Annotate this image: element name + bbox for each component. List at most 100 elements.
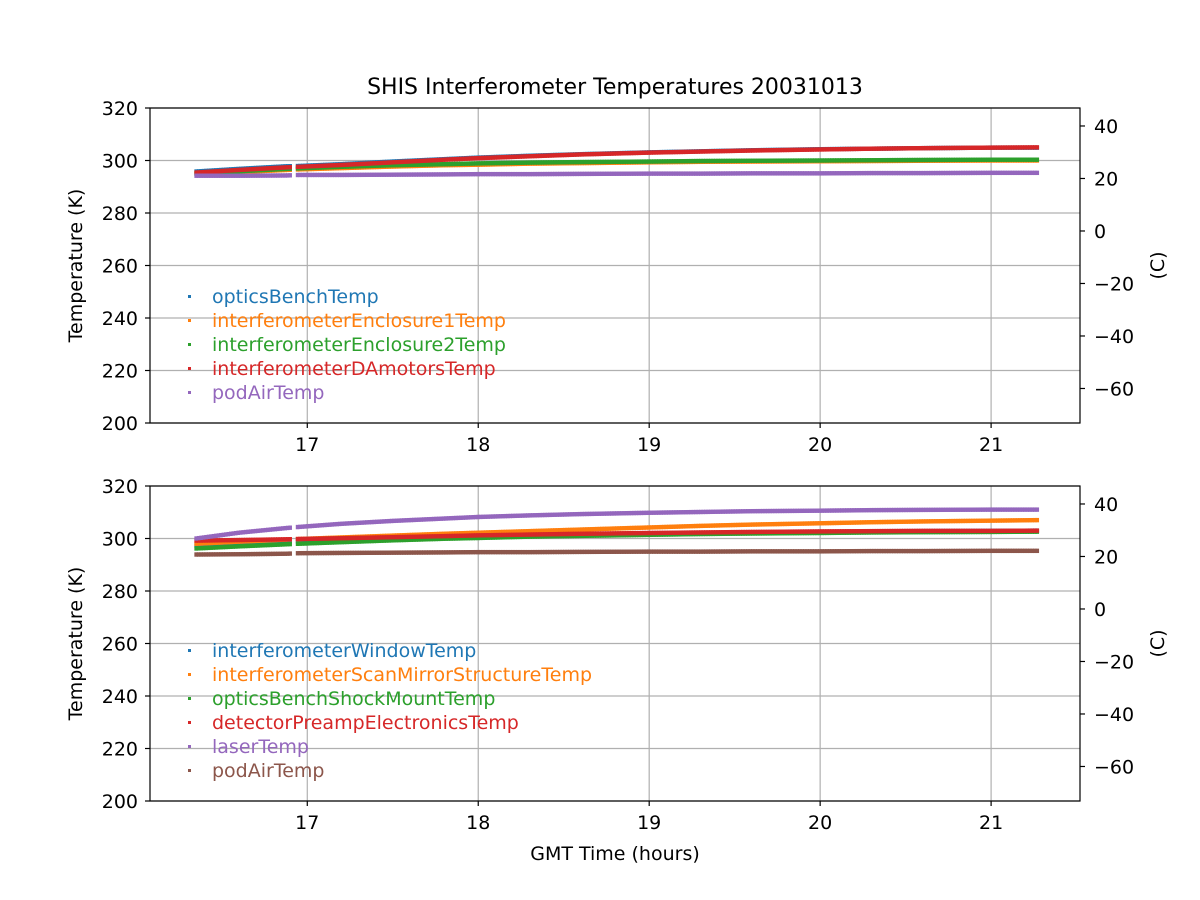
data-point bbox=[355, 520, 359, 526]
data-point bbox=[911, 528, 916, 534]
data-point bbox=[674, 159, 678, 164]
data-point bbox=[993, 518, 998, 523]
data-point bbox=[911, 146, 916, 151]
data-point bbox=[632, 549, 636, 554]
data-point bbox=[746, 148, 750, 153]
data-point bbox=[486, 171, 490, 177]
data-point bbox=[523, 160, 527, 165]
data-point bbox=[570, 531, 574, 537]
data-point bbox=[1023, 548, 1027, 554]
data-point bbox=[713, 158, 718, 164]
data-point bbox=[887, 528, 891, 534]
data-point bbox=[305, 538, 310, 544]
data-point bbox=[736, 148, 740, 154]
data-point bbox=[659, 549, 664, 554]
data-point bbox=[647, 159, 651, 164]
data-point bbox=[1003, 170, 1007, 176]
data-point bbox=[456, 172, 461, 177]
data-point bbox=[924, 507, 928, 513]
data-point bbox=[419, 534, 424, 539]
data-point bbox=[827, 147, 832, 152]
data-point bbox=[983, 157, 988, 162]
data-point bbox=[887, 507, 891, 513]
data-point bbox=[981, 528, 985, 534]
data-point bbox=[661, 171, 666, 176]
data-point bbox=[365, 163, 369, 169]
data-point bbox=[424, 550, 429, 555]
data-point bbox=[1003, 145, 1007, 150]
data-point bbox=[768, 158, 772, 163]
data-point bbox=[998, 548, 1002, 554]
data-point bbox=[862, 508, 866, 513]
data-point bbox=[988, 170, 993, 176]
data-point bbox=[424, 162, 429, 167]
data-point bbox=[211, 552, 216, 557]
data-point bbox=[459, 515, 463, 520]
data-point bbox=[520, 171, 525, 177]
data-point bbox=[488, 160, 493, 166]
data-point bbox=[1013, 507, 1017, 512]
data-point bbox=[1032, 548, 1037, 554]
data-point bbox=[755, 522, 760, 527]
data-point bbox=[864, 158, 869, 163]
data-point bbox=[520, 529, 525, 534]
data-point bbox=[822, 147, 827, 152]
data-point bbox=[313, 172, 317, 178]
data-point bbox=[332, 172, 337, 178]
data-point bbox=[624, 525, 629, 531]
data-point bbox=[891, 528, 896, 534]
data-point bbox=[783, 549, 787, 554]
data-point bbox=[916, 519, 921, 524]
data-point bbox=[431, 158, 436, 163]
data-point bbox=[298, 172, 302, 178]
data-point bbox=[1030, 157, 1035, 162]
data-point bbox=[1015, 157, 1020, 162]
data-point bbox=[441, 172, 446, 177]
data-point bbox=[894, 548, 899, 554]
data-point bbox=[820, 521, 824, 526]
data-point bbox=[721, 148, 725, 154]
data-point bbox=[686, 524, 691, 529]
data-point bbox=[454, 156, 458, 162]
data-point bbox=[976, 157, 980, 162]
data-point bbox=[993, 528, 998, 534]
data-point bbox=[790, 171, 795, 176]
data-point bbox=[496, 160, 500, 166]
data-point bbox=[746, 529, 750, 535]
data-point bbox=[778, 147, 782, 153]
data-point bbox=[515, 154, 520, 159]
data-point bbox=[711, 549, 715, 554]
data-point bbox=[562, 171, 567, 177]
data-point bbox=[325, 163, 330, 168]
data-point bbox=[728, 509, 733, 514]
data-point bbox=[948, 518, 953, 524]
data-point bbox=[565, 527, 570, 533]
data-point bbox=[530, 528, 535, 534]
data-point bbox=[849, 158, 854, 163]
data-point bbox=[699, 549, 703, 554]
data-point bbox=[285, 165, 290, 170]
data-point bbox=[738, 509, 743, 514]
data-point bbox=[696, 509, 701, 515]
data-point bbox=[263, 540, 268, 545]
data-point bbox=[473, 171, 478, 177]
data-point bbox=[758, 522, 762, 527]
series-podAirTemp bbox=[194, 548, 1040, 557]
data-point bbox=[322, 540, 327, 545]
data-point bbox=[384, 160, 389, 165]
data-point bbox=[303, 541, 307, 546]
data-point bbox=[243, 173, 248, 178]
data-point bbox=[305, 524, 310, 529]
data-point bbox=[889, 519, 894, 525]
data-point bbox=[755, 549, 760, 554]
data-point bbox=[733, 522, 738, 528]
data-point bbox=[199, 173, 203, 178]
data-point bbox=[305, 550, 310, 556]
data-point bbox=[399, 537, 404, 543]
data-point bbox=[679, 171, 683, 176]
data-point bbox=[981, 518, 985, 523]
data-point bbox=[266, 537, 270, 542]
data-point bbox=[404, 159, 409, 164]
data-point bbox=[738, 148, 743, 153]
data-point bbox=[493, 549, 498, 555]
